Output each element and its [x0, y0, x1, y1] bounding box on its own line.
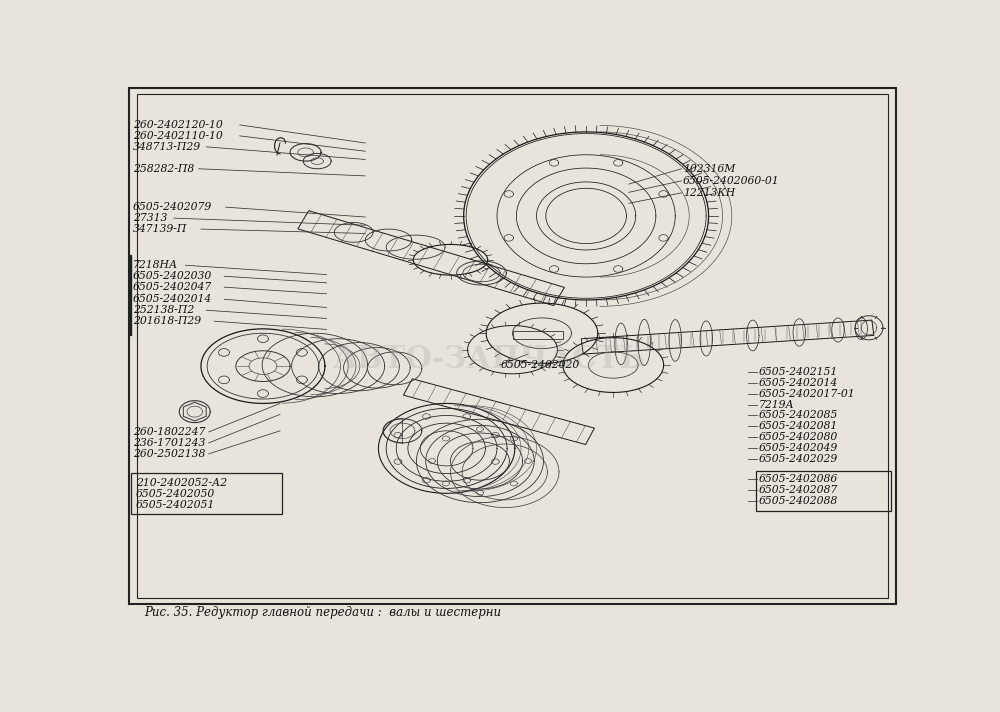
- Text: 260-2502138: 260-2502138: [133, 449, 205, 459]
- Text: 6505-2402079: 6505-2402079: [133, 202, 212, 212]
- Text: 27313: 27313: [133, 213, 167, 223]
- Text: 102316М: 102316М: [683, 164, 735, 174]
- Bar: [756, 471, 891, 511]
- Text: Рис. 35. Редуктор главной передачи :  валы и шестерни: Рис. 35. Редуктор главной передачи : вал…: [144, 607, 502, 619]
- Text: 6505-2402051: 6505-2402051: [136, 500, 215, 510]
- Text: 347139-П: 347139-П: [133, 224, 187, 234]
- Text: 6505-2402151: 6505-2402151: [759, 367, 838, 377]
- Text: 260-2402120-10: 260-2402120-10: [133, 120, 222, 130]
- Text: 348713-П29: 348713-П29: [133, 142, 201, 152]
- Text: 6505-2402014: 6505-2402014: [133, 294, 212, 304]
- Text: 260-1802247: 260-1802247: [133, 427, 205, 437]
- Text: 252138-П2: 252138-П2: [133, 305, 194, 315]
- Text: 6505-2402087: 6505-2402087: [759, 485, 838, 495]
- Text: 6505-2402014: 6505-2402014: [759, 377, 838, 387]
- Text: 6505-2402050: 6505-2402050: [136, 489, 215, 499]
- Text: 7219А: 7219А: [759, 399, 795, 409]
- Text: 236-1701243: 236-1701243: [133, 438, 205, 448]
- Text: 258282-П8: 258282-П8: [133, 164, 194, 174]
- Text: 201618-П29: 201618-П29: [133, 316, 201, 326]
- Text: 6505-2402020: 6505-2402020: [501, 360, 580, 370]
- Text: 6505-2402030: 6505-2402030: [133, 271, 212, 281]
- Bar: [131, 473, 282, 514]
- Text: 7218НА: 7218НА: [133, 261, 178, 271]
- Bar: [512, 330, 563, 339]
- Text: 260-2402110-10: 260-2402110-10: [133, 131, 222, 141]
- Bar: [130, 256, 131, 335]
- Text: 6505-2402049: 6505-2402049: [759, 444, 838, 454]
- Text: 6505-2402080: 6505-2402080: [759, 432, 838, 442]
- Text: 6505-2402060-01: 6505-2402060-01: [683, 176, 780, 186]
- Text: 6505-2402088: 6505-2402088: [759, 496, 838, 506]
- Text: 6505-2402086: 6505-2402086: [759, 474, 838, 484]
- Text: 6505-2402047: 6505-2402047: [133, 282, 212, 292]
- Text: 12213КН: 12213КН: [683, 188, 735, 198]
- Text: 6505-2402081: 6505-2402081: [759, 422, 838, 431]
- Text: 6505-2402017-01: 6505-2402017-01: [759, 389, 856, 399]
- Text: АВТО-ЗАПЧАСТЬ: АВТО-ЗАПЧАСТЬ: [333, 344, 645, 375]
- Text: 6505-2402085: 6505-2402085: [759, 411, 838, 421]
- Text: 210-2402052-А2: 210-2402052-А2: [136, 478, 227, 488]
- Text: 6505-2402029: 6505-2402029: [759, 454, 838, 464]
